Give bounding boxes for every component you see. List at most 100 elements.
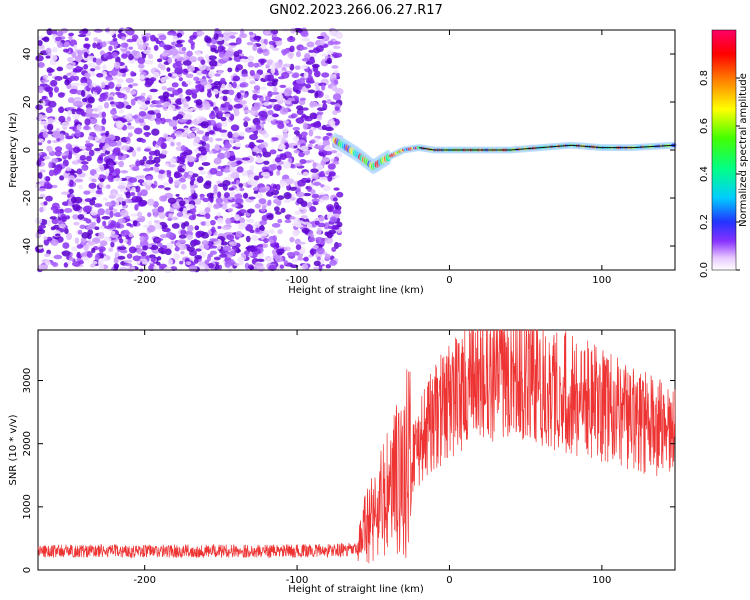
- spectrogram-cell: [206, 192, 215, 199]
- spectrogram-cell: [185, 204, 195, 210]
- spectrogram-cell: [101, 111, 107, 118]
- spectrogram-cell: [292, 126, 301, 131]
- spectrogram-cell: [88, 118, 98, 125]
- spectrogram-cell: [81, 231, 90, 239]
- spectrogram-cell: [139, 258, 148, 262]
- spectrogram-cell: [306, 41, 315, 48]
- spectrogram-cell: [276, 170, 281, 176]
- spectrogram-cell: [229, 35, 236, 39]
- spectrogram-cell: [302, 171, 310, 177]
- spectrogram-cell: [138, 118, 145, 124]
- spectrogram-cell: [113, 101, 119, 106]
- spectrogram-cell: [41, 79, 50, 83]
- spectrogram-cell: [280, 207, 286, 213]
- spectrogram-cell: [279, 84, 287, 89]
- spectrogram-cell: [292, 135, 300, 142]
- spectrogram-cell: [132, 255, 141, 262]
- spectrogram-cell: [275, 93, 284, 101]
- spectrogram-cell: [223, 192, 230, 199]
- spectrogram-cell: [115, 121, 124, 129]
- spectrogram-cell: [329, 216, 338, 223]
- spectrogram-cell: [277, 228, 283, 235]
- spectrogram-cell: [64, 228, 69, 235]
- spectrogram-cell: [70, 196, 77, 204]
- colorbar-tick-label: 0.6: [699, 118, 710, 134]
- spectrogram-cell: [308, 129, 314, 137]
- colorbar-tick-label: 0.0: [699, 262, 710, 278]
- spectrogram-cell: [302, 122, 308, 130]
- spectrogram-cell: [88, 149, 95, 157]
- colorbar-tick-label: 0.4: [699, 166, 710, 182]
- spectrogram-cell: [95, 58, 102, 66]
- spectrogram-cell: [61, 250, 71, 257]
- spectrogram-cell: [52, 130, 61, 138]
- spectrogram-cell: [328, 229, 337, 235]
- spectrogram-cell: [209, 219, 216, 226]
- spectrogram-cell: [186, 246, 195, 252]
- spectrogram-cell: [217, 165, 223, 170]
- spectrogram-cell: [83, 151, 91, 156]
- spectrogram-cell: [325, 264, 332, 269]
- spectrogram-cell: [233, 109, 240, 117]
- spectrogram-cell: [227, 67, 233, 73]
- spectrogram-cell: [301, 57, 310, 62]
- spectrogram-cell: [310, 189, 316, 195]
- spectrogram-cell: [247, 61, 255, 68]
- spectrogram-cell: [232, 132, 240, 138]
- spectrogram-cell: [311, 173, 319, 181]
- snr-ylabel: SNR (10 * v/v): [8, 414, 19, 485]
- y-tick-label: 40: [22, 48, 33, 61]
- spectrogram-cell: [37, 228, 46, 235]
- spectrogram-cell: [236, 91, 242, 99]
- spectrogram-cell: [230, 161, 238, 168]
- spectrogram-cell: [109, 91, 116, 96]
- spectrogram-cell: [327, 163, 336, 170]
- x-tick-label: -100: [286, 275, 309, 286]
- spectrogram-cell: [290, 27, 296, 34]
- spectrogram-cell: [282, 63, 291, 68]
- spectrogram-cell: [63, 48, 70, 53]
- spectrogram-cell: [66, 116, 72, 122]
- spectrogram-cell: [88, 84, 93, 89]
- spectrogram-cell: [147, 244, 152, 248]
- spectrogram-cell: [127, 132, 133, 138]
- spectrogram-cell: [289, 186, 298, 191]
- spectrogram-cell: [255, 139, 265, 143]
- spectrogram-cell: [75, 108, 85, 115]
- spectrogram-cell: [35, 104, 43, 111]
- spectrogram-cell: [311, 193, 320, 199]
- spectrogram-cell: [186, 65, 195, 73]
- spectrogram-cell: [183, 103, 189, 109]
- spectrogram-cell: [38, 224, 46, 229]
- spectrogram-cell: [149, 88, 158, 93]
- spectrogram-cell: [288, 52, 294, 59]
- spectrogram-cell: [43, 201, 48, 206]
- spectrogram-cell: [93, 86, 103, 93]
- spectrogram-cell: [119, 209, 129, 217]
- spectrogram-cell: [192, 238, 198, 246]
- spectrogram-cell: [217, 110, 224, 118]
- spectrogram-cell: [228, 89, 235, 96]
- spectrogram-cell: [176, 40, 183, 45]
- spectrogram-cell: [186, 50, 193, 57]
- spectrogram-cell: [54, 150, 63, 157]
- spectrogram-cell: [135, 244, 141, 249]
- spectrogram-cell: [157, 206, 165, 214]
- spectrogram-cell: [98, 154, 104, 161]
- spectrogram-cell: [251, 234, 259, 241]
- spectrogram-cell: [326, 132, 333, 136]
- spectrogram-cell: [174, 246, 180, 252]
- spectrogram-cell: [204, 207, 211, 214]
- spectrogram-cell: [221, 89, 231, 95]
- spectrogram-cell: [331, 226, 340, 231]
- spectrogram-cell: [245, 235, 251, 243]
- spectrogram-cell: [236, 249, 241, 253]
- spectrogram-cell: [77, 34, 87, 38]
- spectrogram-cell: [162, 101, 171, 108]
- spectrogram-cell: [322, 139, 331, 147]
- spectrogram-cell: [190, 89, 200, 94]
- spectrogram-cell: [294, 210, 302, 215]
- spectrogram-cell: [153, 109, 161, 114]
